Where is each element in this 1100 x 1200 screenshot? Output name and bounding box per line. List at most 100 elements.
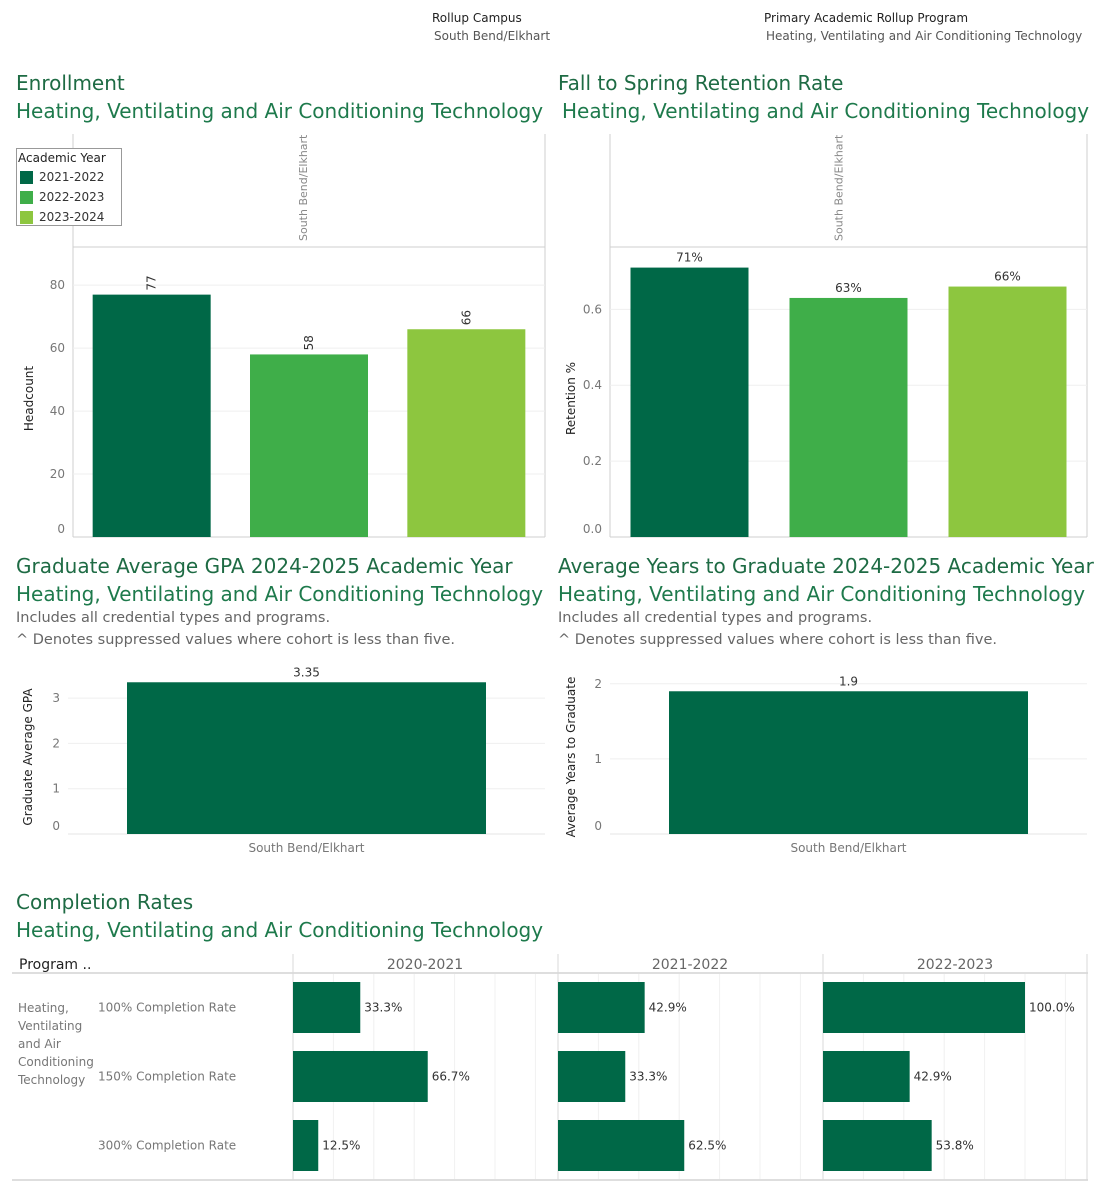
bar-south-bend-elkhart bbox=[127, 682, 486, 834]
data-label: 62.5% bbox=[688, 1139, 726, 1153]
bar-south-bend-elkhart bbox=[669, 691, 1028, 834]
legend-label: 2023-2024 bbox=[39, 210, 105, 224]
data-label: 42.9% bbox=[649, 1001, 687, 1015]
y-axis-title: Retention % bbox=[564, 362, 578, 435]
completion-bar bbox=[558, 982, 645, 1033]
completion-bar bbox=[558, 1051, 626, 1102]
column-header: 2020-2021 bbox=[387, 957, 463, 973]
y-tick-label: 40 bbox=[50, 404, 65, 418]
data-label: 58 bbox=[302, 335, 316, 350]
completion-bar bbox=[823, 982, 1025, 1033]
retention-chart[interactable]: South Bend/Elkhart 0.0 0.2 0.4 0.6 Retention … bbox=[550, 130, 1095, 540]
y-tick-label: 0.4 bbox=[583, 378, 602, 392]
completion-chart[interactable]: Program .. Heating, Ventilating and Air Cond… bbox=[0, 950, 1100, 1190]
completion-bar bbox=[823, 1051, 910, 1102]
data-label: 12.5% bbox=[322, 1139, 360, 1153]
data-label: 77 bbox=[145, 275, 159, 290]
legend-label: 2021-2022 bbox=[39, 170, 105, 184]
data-label: 66 bbox=[459, 310, 473, 325]
data-label: 3.35 bbox=[293, 665, 320, 679]
row-label: 150% Completion Rate bbox=[98, 1070, 236, 1084]
data-label: 33.3% bbox=[629, 1070, 667, 1084]
data-label: 33.3% bbox=[364, 1001, 402, 1015]
completion-title: Completion Rates bbox=[16, 890, 194, 914]
legend-item-2023-2024[interactable]: 2023-2024 bbox=[20, 210, 104, 224]
program-name-line: and Air bbox=[18, 1037, 61, 1051]
y-axis-title: Headcount bbox=[22, 366, 36, 432]
legend-swatch bbox=[20, 190, 33, 204]
y-tick-label: 80 bbox=[50, 278, 65, 292]
x-category-label: South Bend/Elkhart bbox=[790, 841, 906, 855]
gpa-subtitle: Heating, Ventilating and Air Conditionin… bbox=[16, 582, 544, 606]
y-tick-label: 2 bbox=[594, 677, 602, 691]
legend-swatch bbox=[20, 210, 33, 224]
years-note-credentials: Includes all credential types and progra… bbox=[558, 610, 873, 626]
x-category-label: South Bend/Elkhart bbox=[248, 841, 364, 855]
bar-2023-2024 bbox=[407, 329, 526, 537]
retention-subtitle: Heating, Ventilating and Air Conditionin… bbox=[562, 99, 1090, 123]
data-label: 100.0% bbox=[1029, 1001, 1075, 1015]
completion-bar bbox=[293, 1120, 319, 1171]
bar-2022-2023 bbox=[789, 297, 908, 537]
data-label: 42.9% bbox=[914, 1070, 952, 1084]
y-axis-title: Graduate Average GPA bbox=[21, 688, 35, 826]
completion-bar bbox=[558, 1120, 685, 1171]
data-label: 53.8% bbox=[936, 1139, 974, 1153]
y-tick-label: 0 bbox=[52, 819, 60, 833]
data-label: 71% bbox=[676, 251, 703, 265]
program-name-line: Heating, bbox=[18, 1001, 69, 1015]
bar-2023-2024 bbox=[948, 286, 1067, 537]
gpa-note-credentials: Includes all credential types and progra… bbox=[16, 610, 331, 626]
completion-bar bbox=[293, 982, 361, 1033]
program-filter-label: Primary Academic Rollup Program bbox=[764, 11, 969, 25]
y-tick-label: 0 bbox=[57, 522, 65, 536]
years-note-suppressed: ^ Denotes suppressed values where cohort… bbox=[558, 632, 997, 648]
legend-item-2022-2023[interactable]: 2022-2023 bbox=[20, 190, 104, 204]
y-tick-label: 20 bbox=[50, 467, 65, 481]
program-name-line: Ventilating bbox=[18, 1019, 82, 1033]
y-tick-label: 1 bbox=[594, 752, 602, 766]
legend-label: 2022-2023 bbox=[39, 190, 105, 204]
retention-title: Fall to Spring Retention Rate bbox=[558, 71, 844, 95]
program-name-line: Conditioning bbox=[18, 1055, 94, 1069]
years-title: Average Years to Graduate 2024-2025 Acad… bbox=[558, 554, 1094, 578]
row-header-label: Program .. bbox=[19, 957, 91, 973]
y-tick-label: 0.6 bbox=[583, 302, 602, 316]
row-label: 100% Completion Rate bbox=[98, 1001, 236, 1015]
data-label: 66% bbox=[994, 270, 1021, 284]
bar-2021-2022 bbox=[92, 294, 211, 537]
panel-label: South Bend/Elkhart bbox=[833, 134, 846, 241]
y-tick-label: 0.0 bbox=[583, 522, 602, 536]
row-label: 300% Completion Rate bbox=[98, 1139, 236, 1153]
campus-filter-value[interactable]: South Bend/Elkhart bbox=[434, 29, 551, 43]
gpa-chart[interactable]: 0 1 2 3 Graduate Average GPA 3.35 South Bend/E… bbox=[0, 660, 550, 860]
campus-filter-label: Rollup Campus bbox=[432, 11, 522, 25]
y-tick-label: 3 bbox=[52, 691, 60, 705]
bar-2021-2022 bbox=[630, 267, 749, 537]
gpa-note-suppressed: ^ Denotes suppressed values where cohort… bbox=[16, 632, 455, 648]
gpa-title: Graduate Average GPA 2024-2025 Academic … bbox=[16, 554, 513, 578]
y-axis-title: Average Years to Graduate bbox=[564, 677, 578, 838]
data-label: 63% bbox=[835, 281, 862, 295]
legend-item-2021-2022[interactable]: 2021-2022 bbox=[20, 170, 104, 184]
y-tick-label: 60 bbox=[50, 341, 65, 355]
completion-bar bbox=[823, 1120, 932, 1171]
y-tick-label: 1 bbox=[52, 782, 60, 796]
enrollment-subtitle: Heating, Ventilating and Air Conditionin… bbox=[16, 99, 544, 123]
program-filter-value[interactable]: Heating, Ventilating and Air Conditionin… bbox=[766, 29, 1083, 43]
bar-2022-2023 bbox=[250, 354, 368, 537]
data-label: 66.7% bbox=[432, 1070, 470, 1084]
program-name-line: Technology bbox=[17, 1073, 85, 1087]
years-subtitle: Heating, Ventilating and Air Conditionin… bbox=[558, 582, 1086, 606]
y-tick-label: 2 bbox=[52, 736, 60, 750]
y-tick-label: 0 bbox=[594, 819, 602, 833]
years-chart[interactable]: 0 1 2 Average Years to Graduate 1.9 South Ben… bbox=[550, 660, 1095, 860]
enrollment-chart[interactable]: South Bend/Elkhart 0 20 40 60 80 Headcount 77 58… bbox=[0, 130, 550, 540]
legend-title: Academic Year bbox=[18, 151, 106, 165]
completion-subtitle: Heating, Ventilating and Air Conditionin… bbox=[16, 918, 544, 942]
legend-swatch bbox=[20, 170, 33, 184]
y-tick-label: 0.2 bbox=[583, 454, 602, 468]
column-header: 2022-2023 bbox=[917, 957, 993, 973]
enrollment-legend[interactable]: Academic Year 2021-2022 2022-2023 2023-2… bbox=[16, 148, 122, 226]
column-header: 2021-2022 bbox=[652, 957, 728, 973]
